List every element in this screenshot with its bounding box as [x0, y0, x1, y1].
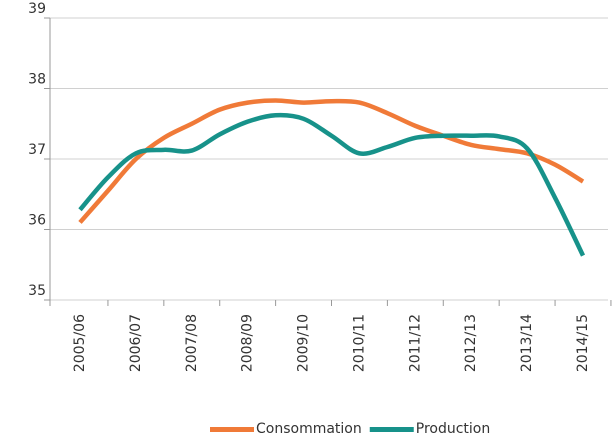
y-tick-label: 39 [28, 1, 46, 17]
legend-swatch [369, 427, 414, 432]
x-tick-label: 2008/09 [240, 314, 256, 372]
x-tick-label: 2013/14 [519, 314, 535, 372]
series-line [78, 98, 585, 224]
y-tick-label: 36 [28, 213, 46, 229]
x-tick-label: 2009/10 [296, 314, 312, 372]
x-tick-label: 2005/06 [72, 314, 88, 372]
x-tick-label: 2014/15 [575, 314, 591, 372]
y-tick-label: 35 [28, 283, 46, 299]
x-tick-label: 2006/07 [128, 314, 144, 372]
y-tick-label: 38 [28, 72, 46, 88]
x-tick-label: 2007/08 [184, 314, 200, 372]
legend-swatch [210, 427, 254, 432]
legend-label: Consommation [256, 421, 362, 437]
y-tick-label: 37 [28, 142, 46, 158]
x-tick-label: 2010/11 [351, 314, 367, 372]
x-tick-label: 2012/13 [463, 314, 479, 372]
series-line [78, 112, 586, 257]
legend-label: Production [416, 421, 490, 437]
x-tick-label: 2011/12 [407, 314, 423, 372]
